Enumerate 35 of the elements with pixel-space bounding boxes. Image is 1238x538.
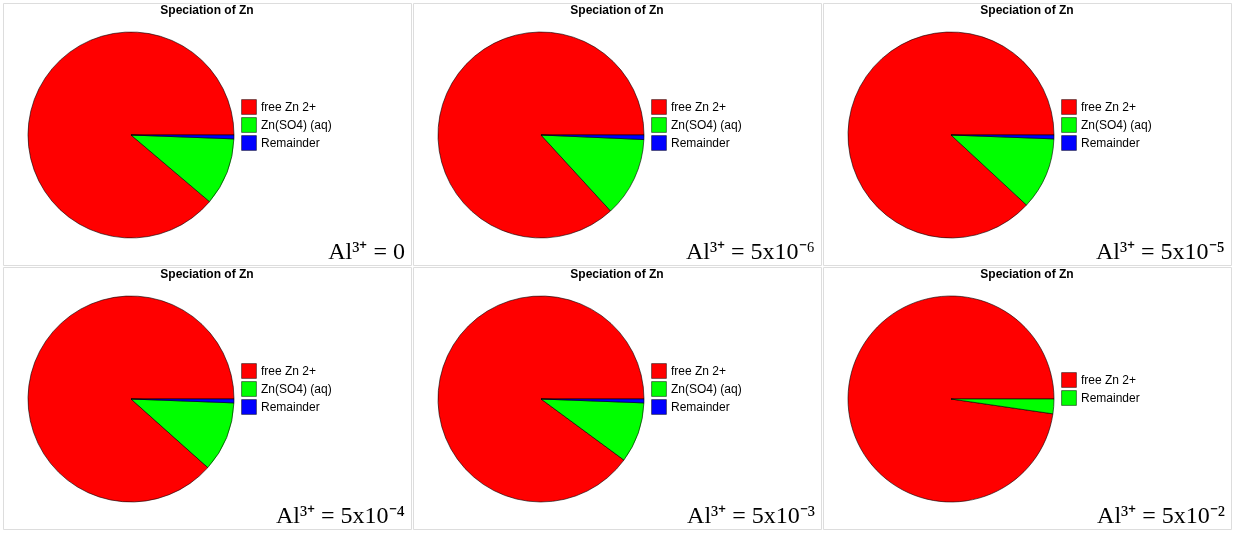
pie-slice	[847, 31, 1055, 239]
text: Al³⁺ = 5x10⁻⁵	[1095, 238, 1225, 264]
legend-label: free Zn 2+	[1081, 373, 1137, 387]
chart-title: Speciation of Zn	[160, 267, 254, 281]
legend-label: Remainder	[1081, 136, 1140, 150]
legend-label: Zn(SO4) (aq)	[1081, 118, 1152, 132]
legend-label: Remainder	[1081, 391, 1140, 405]
pie-slice	[847, 295, 1055, 503]
legend-label: free Zn 2+	[1081, 100, 1137, 114]
chart-title: Speciation of Zn	[980, 267, 1074, 281]
text: Al³⁺ = 5x10⁻³	[687, 502, 815, 528]
legend-label: Remainder	[671, 136, 730, 150]
legend-label: Zn(SO4) (aq)	[261, 118, 332, 132]
chart-title: Speciation of Zn	[160, 3, 254, 17]
pie-slice	[27, 31, 235, 239]
text: Al³⁺ = 5x10⁻⁴	[275, 502, 405, 528]
text: Al³⁺ = 5x10⁻²	[1097, 502, 1225, 528]
legend-label: Remainder	[261, 400, 320, 414]
legend-label: Remainder	[671, 400, 730, 414]
text: Al³⁺ = 5x10⁻⁶	[685, 238, 815, 264]
pie-slice	[437, 295, 645, 503]
chart-title: Speciation of Zn	[980, 3, 1074, 17]
pie-slice	[27, 295, 235, 503]
legend-label: free Zn 2+	[261, 364, 317, 378]
legend-label: Zn(SO4) (aq)	[261, 382, 332, 396]
pie-slice	[437, 31, 645, 239]
legend-label: Remainder	[261, 136, 320, 150]
text: Al³⁺ = 0	[328, 238, 405, 264]
chart-title: Speciation of Zn	[570, 3, 664, 17]
legend-label: Zn(SO4) (aq)	[671, 118, 742, 132]
legend-label: free Zn 2+	[671, 100, 727, 114]
legend-label: Zn(SO4) (aq)	[671, 382, 742, 396]
legend-label: free Zn 2+	[261, 100, 317, 114]
legend-label: free Zn 2+	[671, 364, 727, 378]
chart-title: Speciation of Zn	[570, 267, 664, 281]
